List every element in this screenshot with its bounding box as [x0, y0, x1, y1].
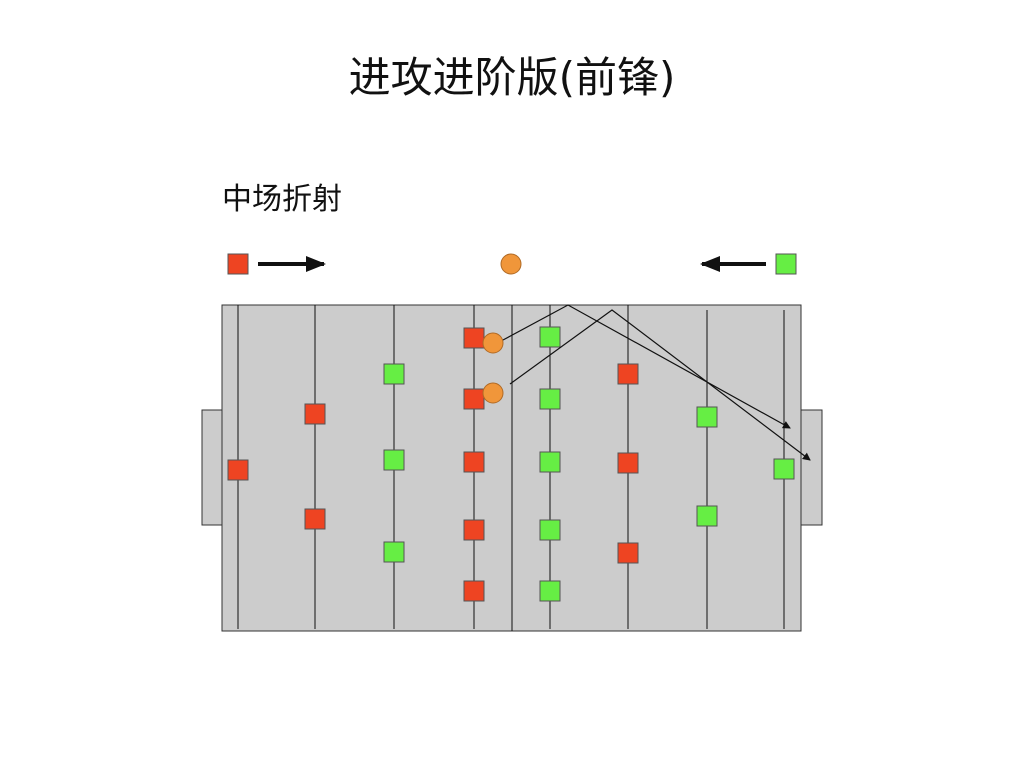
green-player [696, 406, 718, 428]
red-player [227, 459, 249, 481]
legend-red-player-icon [227, 253, 249, 275]
green-player [539, 519, 561, 541]
slide-title: 进攻进阶版(前锋) [348, 53, 676, 102]
green-player [773, 458, 795, 480]
red-player [304, 508, 326, 530]
shot-path-upper [502, 304, 791, 429]
green-player [383, 449, 405, 471]
red-player [617, 363, 639, 385]
balls [482, 332, 504, 404]
green-player [383, 541, 405, 563]
red-player [463, 451, 485, 473]
green-player [539, 580, 561, 602]
green-player [539, 388, 561, 410]
ball [482, 332, 504, 354]
red-player [617, 542, 639, 564]
left-goal [201, 409, 223, 526]
green-player [539, 451, 561, 473]
green-player [539, 326, 561, 348]
shot-path-lower [509, 309, 811, 461]
green-players [383, 326, 795, 602]
legend-green-player-icon [775, 253, 797, 275]
legend [227, 253, 797, 275]
legend-ball-icon [500, 253, 522, 275]
slide-subtitle: 中场折射 [222, 182, 342, 217]
ball [482, 382, 504, 404]
red-player [304, 403, 326, 425]
red-player [463, 327, 485, 349]
pitch [201, 304, 823, 632]
right-goal [800, 409, 823, 526]
red-player [463, 519, 485, 541]
green-player [383, 363, 405, 385]
red-players [227, 327, 639, 602]
shot-paths [502, 304, 811, 461]
green-player [696, 505, 718, 527]
red-player [463, 388, 485, 410]
red-player [463, 580, 485, 602]
red-player [617, 452, 639, 474]
